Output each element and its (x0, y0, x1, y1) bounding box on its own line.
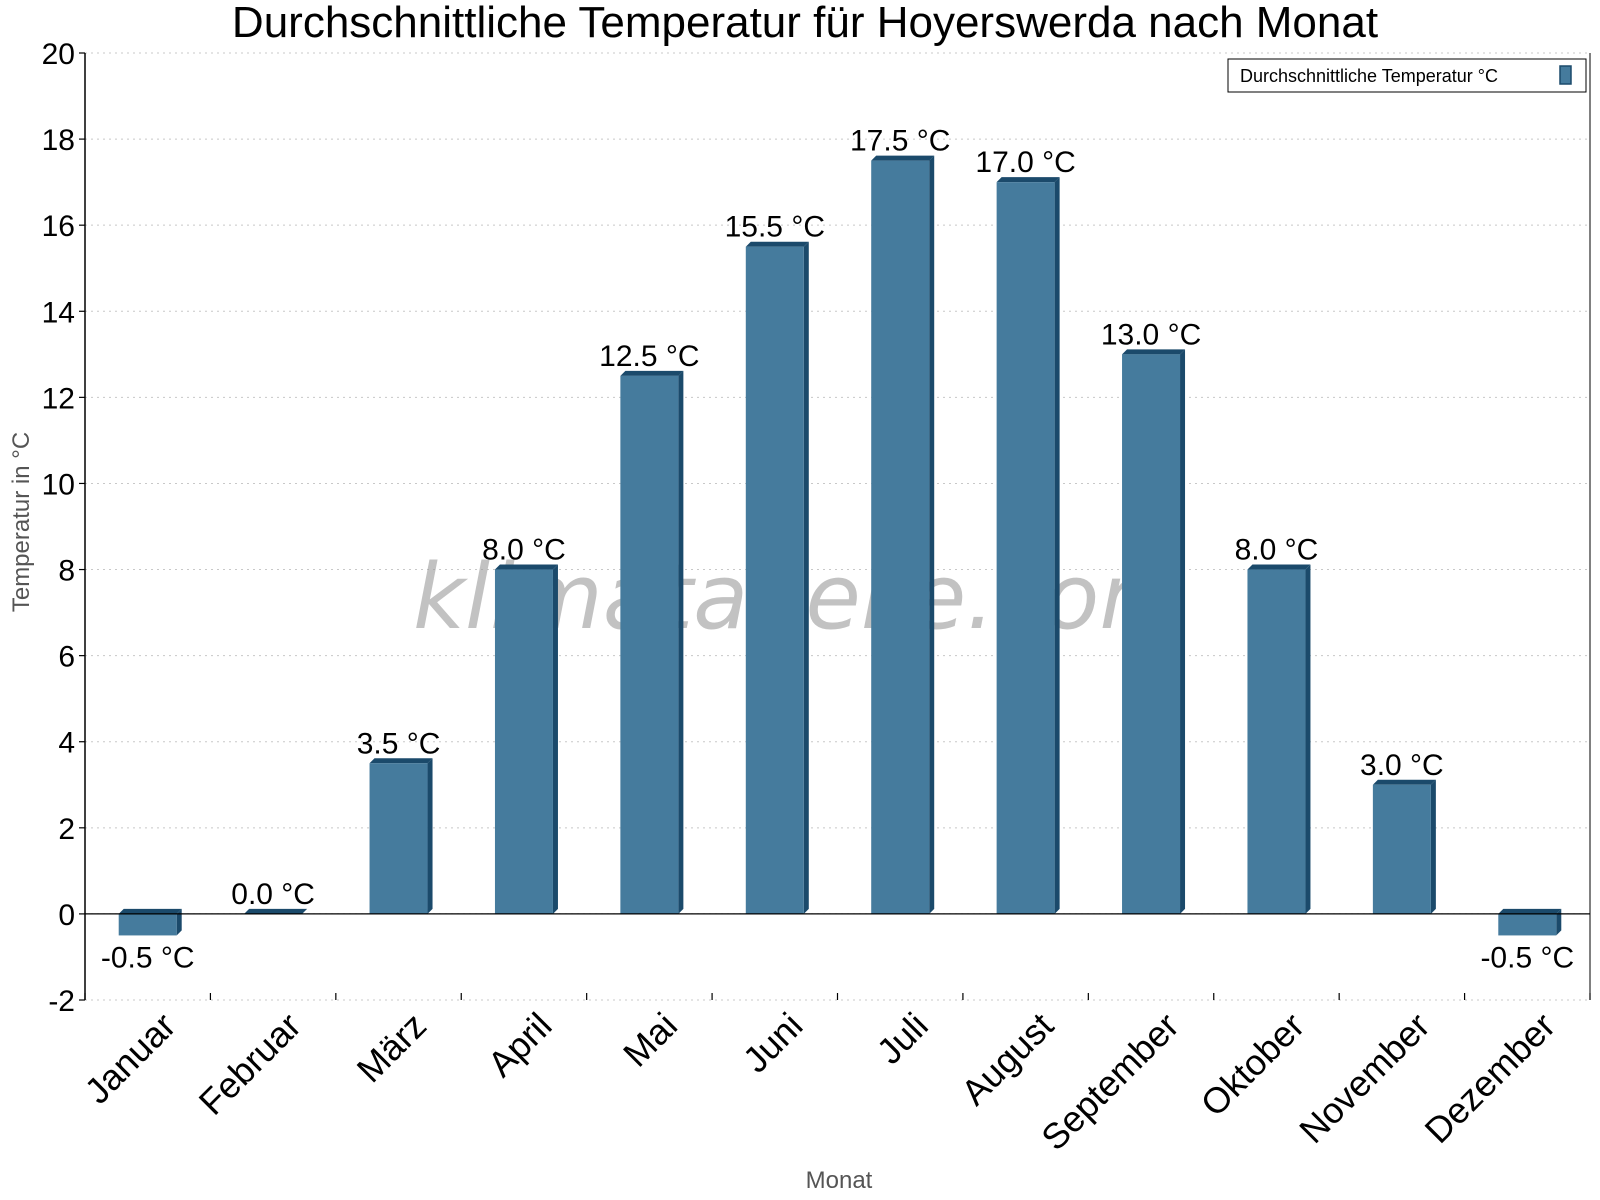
data-label: 8.0 °C (1235, 534, 1319, 567)
y-tick-label: 16 (42, 210, 75, 243)
bar-april (494, 564, 558, 914)
data-label: 17.5 °C (850, 125, 950, 158)
y-tick-label: -2 (48, 985, 75, 1018)
bar-front-face (118, 913, 177, 936)
legend-swatch (1559, 65, 1572, 85)
bar-side-face (678, 370, 684, 914)
bar-januar (118, 908, 182, 936)
y-tick-label: 18 (42, 124, 75, 157)
bar-front-face (996, 182, 1055, 914)
bar-top-face (244, 908, 308, 914)
bar-top-face (369, 758, 433, 764)
bar-side-face (1180, 349, 1186, 914)
x-tick-label: Dezember (1417, 1005, 1563, 1151)
data-label: 3.0 °C (1360, 749, 1444, 782)
y-tick-label: 2 (58, 813, 75, 846)
bar-oktober (1247, 564, 1311, 914)
bar-side-face (1556, 908, 1562, 936)
bar-side-face (1430, 779, 1436, 914)
x-tick-label: April (480, 1005, 560, 1085)
x-tick-label: September (1033, 1005, 1187, 1159)
bar-märz (369, 758, 433, 914)
data-label: 12.5 °C (599, 340, 699, 373)
bar-front-face (871, 160, 930, 914)
bar-top-face (1122, 349, 1186, 355)
bar-side-face (803, 241, 809, 914)
bar-front-face (494, 569, 553, 914)
bar-mai (620, 370, 684, 914)
bar-front-face (369, 763, 428, 914)
axes (84, 53, 1591, 1000)
y-axis-label: Temperatur in °C (8, 432, 35, 612)
bar-februar (244, 908, 308, 914)
x-tick-label: Mai (615, 1005, 685, 1075)
bar-september (1122, 349, 1186, 914)
data-label: 3.5 °C (357, 727, 441, 760)
bar-top-face (871, 155, 935, 161)
legend-box (1227, 58, 1587, 93)
bar-top-face (494, 564, 558, 570)
x-tick-label: Oktober (1193, 1005, 1313, 1125)
legend-entry-label: Durchschnittliche Temperatur °C (1240, 66, 1498, 86)
bar-front-face (1372, 784, 1431, 914)
bar-dezember (1498, 908, 1562, 936)
bar-juli (871, 155, 935, 914)
bar-august (996, 177, 1060, 914)
y-tick-label: 20 (42, 38, 75, 71)
bar-top-face (996, 177, 1060, 183)
grid-lines (85, 52, 1590, 1001)
bar-top-face (1498, 908, 1562, 914)
x-tick-label: Juni (735, 1005, 811, 1081)
bar-front-face (745, 246, 804, 914)
y-tick-label: 12 (42, 382, 75, 415)
y-tick-label: 10 (42, 468, 75, 501)
bar-side-face (552, 564, 558, 914)
x-axis-label: Monat (806, 1167, 873, 1194)
chart-title: Durchschnittliche Temperatur für Hoyersw… (232, 0, 1378, 47)
bar-side-face (929, 155, 935, 914)
bar-side-face (1305, 564, 1311, 914)
data-label: 8.0 °C (482, 534, 566, 567)
data-labels: -0.5 °C 0.0 °C 3.5 °C 8.0 °C 12.5 °C 15.5 °C 1… (101, 125, 1574, 975)
x-tick-label: März (349, 1005, 435, 1091)
bar-front-face (1122, 354, 1181, 914)
data-label: 15.5 °C (725, 211, 825, 244)
bar-top-face (1372, 779, 1436, 785)
y-tick-label: 8 (58, 555, 75, 588)
bar-juni (745, 241, 809, 914)
x-tick-label: Februar (191, 1005, 309, 1123)
bar-front-face (620, 375, 679, 914)
bar-november (1372, 779, 1436, 914)
x-tick-label: Januar (77, 1005, 184, 1112)
x-tick-label: Juli (869, 1005, 936, 1072)
bar-front-face (1498, 913, 1557, 936)
y-tick-label: 6 (58, 641, 75, 674)
data-label: 13.0 °C (1101, 318, 1201, 351)
y-tick-label: 4 (58, 727, 75, 760)
data-label: 0.0 °C (231, 878, 315, 911)
data-label: 17.0 °C (975, 146, 1075, 179)
y-tick-label: 0 (58, 899, 75, 932)
x-tick-label: November (1291, 1005, 1437, 1151)
y-axis-ticks: -2 0 2 4 6 8 10 12 14 16 18 20 (42, 38, 85, 1018)
bar-top-face (745, 241, 809, 247)
x-axis-ticks: Januar Februar März April Mai Juni Juli AugustS… (77, 993, 1591, 1159)
bar-top-face (620, 370, 684, 376)
bar-side-face (1054, 177, 1060, 914)
y-tick-label: 14 (42, 296, 75, 329)
bar-top-face (1247, 564, 1311, 570)
bar-side-face (427, 758, 433, 914)
legend: Durchschnittliche Temperatur °C (1227, 58, 1587, 93)
data-label: -0.5 °C (1480, 941, 1574, 974)
data-label: -0.5 °C (101, 941, 195, 974)
bar-series (118, 155, 1562, 936)
bar-front-face (1247, 569, 1306, 914)
x-tick-label: August (953, 1005, 1061, 1113)
bar-side-face (176, 908, 182, 936)
bar-top-face (118, 908, 182, 914)
